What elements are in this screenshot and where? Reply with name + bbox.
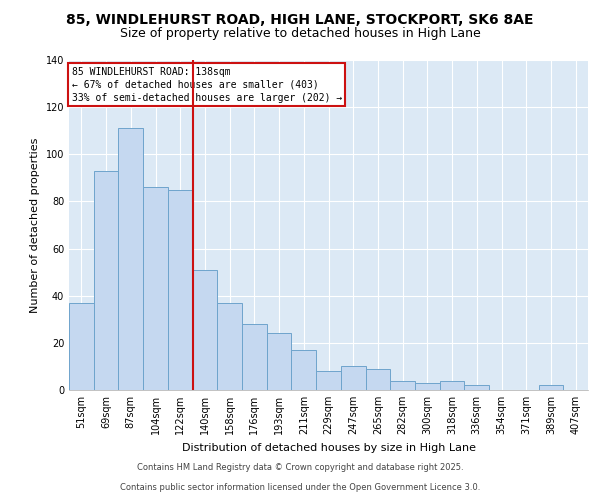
Bar bbox=[464, 386, 489, 390]
Bar bbox=[390, 380, 415, 390]
Bar bbox=[118, 128, 143, 390]
Text: Contains public sector information licensed under the Open Government Licence 3.: Contains public sector information licen… bbox=[120, 484, 480, 492]
Bar bbox=[440, 380, 464, 390]
Text: Size of property relative to detached houses in High Lane: Size of property relative to detached ho… bbox=[119, 28, 481, 40]
Bar bbox=[168, 190, 193, 390]
Text: 85, WINDLEHURST ROAD, HIGH LANE, STOCKPORT, SK6 8AE: 85, WINDLEHURST ROAD, HIGH LANE, STOCKPO… bbox=[66, 12, 534, 26]
Bar bbox=[316, 371, 341, 390]
Text: 85 WINDLEHURST ROAD: 138sqm
← 67% of detached houses are smaller (403)
33% of se: 85 WINDLEHURST ROAD: 138sqm ← 67% of det… bbox=[71, 66, 342, 103]
Bar bbox=[341, 366, 365, 390]
Bar bbox=[292, 350, 316, 390]
X-axis label: Distribution of detached houses by size in High Lane: Distribution of detached houses by size … bbox=[182, 442, 476, 452]
Bar bbox=[217, 303, 242, 390]
Bar bbox=[242, 324, 267, 390]
Bar bbox=[415, 383, 440, 390]
Bar bbox=[267, 334, 292, 390]
Y-axis label: Number of detached properties: Number of detached properties bbox=[30, 138, 40, 312]
Text: Contains HM Land Registry data © Crown copyright and database right 2025.: Contains HM Land Registry data © Crown c… bbox=[137, 464, 463, 472]
Bar bbox=[539, 386, 563, 390]
Bar bbox=[69, 303, 94, 390]
Bar bbox=[143, 188, 168, 390]
Bar bbox=[193, 270, 217, 390]
Bar bbox=[365, 369, 390, 390]
Bar bbox=[94, 171, 118, 390]
